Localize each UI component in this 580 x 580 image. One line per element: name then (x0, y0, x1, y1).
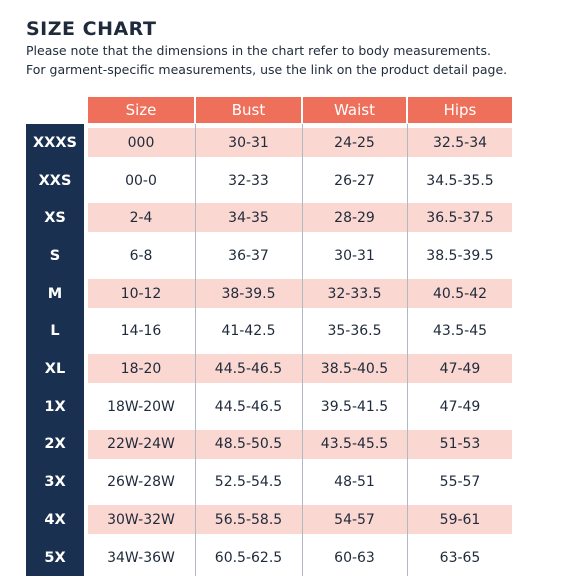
cell-waist: 26-27 (334, 172, 375, 189)
cell-size: 18W-20W (107, 398, 175, 415)
cell-hips: 51-53 (439, 436, 481, 453)
size-label: M (47, 285, 63, 302)
size-label: S (49, 247, 61, 264)
cell-size: 000 (127, 134, 155, 151)
cell-bust: 34-35 (228, 210, 269, 227)
cell-waist: 35-36.5 (327, 323, 382, 340)
cell-size: 34W-36W (107, 549, 175, 566)
row-stripe (88, 505, 512, 534)
page-title: SIZE CHART (26, 18, 157, 40)
size-label: 1X (44, 398, 66, 415)
column-header-hips: Hips (408, 97, 512, 123)
cell-waist: 60-63 (334, 549, 375, 566)
cell-waist: 38.5-40.5 (320, 361, 389, 378)
cell-bust: 30-31 (228, 134, 269, 151)
cell-hips: 47-49 (439, 361, 481, 378)
cell-bust: 38-39.5 (221, 285, 276, 302)
cell-hips: 34.5-35.5 (426, 172, 494, 189)
row-stripe (88, 354, 512, 384)
cell-waist: 32-33.5 (327, 285, 382, 302)
cell-hips: 38.5-39.5 (426, 247, 494, 264)
cell-size: 30W-32W (107, 511, 175, 528)
size-label: 3X (44, 474, 66, 491)
column-divider (407, 124, 408, 576)
cell-hips: 36.5-37.5 (426, 210, 494, 227)
size-label: 4X (44, 511, 66, 528)
cell-bust: 44.5-46.5 (214, 361, 283, 378)
column-divider (302, 124, 303, 576)
size-label-column: XXXS XXS XS S M L XL 1X 2X 3X 4X 5X (26, 124, 84, 576)
cell-waist: 24-25 (334, 134, 375, 151)
size-label: 2X (44, 436, 66, 453)
cell-size: 6-8 (129, 247, 153, 264)
cell-hips: 59-61 (439, 511, 481, 528)
cell-size: 18-20 (120, 361, 162, 378)
cell-bust: 44.5-46.5 (214, 398, 283, 415)
size-label: L (50, 323, 60, 340)
cell-bust: 32-33 (228, 172, 269, 189)
cell-waist: 39.5-41.5 (320, 398, 389, 415)
cell-bust: 48.5-50.5 (214, 436, 283, 453)
size-label: XS (44, 210, 66, 227)
cell-hips: 63-65 (439, 549, 481, 566)
cell-size: 26W-28W (107, 474, 175, 491)
cell-bust: 60.5-62.5 (214, 549, 283, 566)
column-divider (195, 124, 196, 576)
cell-hips: 40.5-42 (432, 285, 488, 302)
note-line-1: Please note that the dimensions in the c… (26, 43, 491, 58)
note-line-2: For garment-specific measurements, use t… (26, 62, 508, 77)
row-stripe (88, 278, 512, 308)
cell-bust: 52.5-54.5 (214, 474, 283, 491)
row-stripe (88, 203, 512, 233)
column-header-size: Size (88, 97, 194, 123)
size-label: XXXS (33, 134, 77, 151)
cell-bust: 56.5-58.5 (214, 511, 283, 528)
column-header-waist: Waist (303, 97, 406, 123)
cell-waist: 43.5-45.5 (320, 436, 389, 453)
cell-hips: 32.5-34 (432, 134, 488, 151)
cell-hips: 43.5-45 (432, 323, 488, 340)
row-stripe (88, 429, 512, 459)
size-label: 5X (44, 549, 66, 566)
column-header-bust: Bust (196, 97, 301, 123)
cell-size: 22W-24W (107, 436, 175, 453)
cell-bust: 41-42.5 (221, 323, 276, 340)
cell-size: 00-0 (125, 172, 157, 189)
size-label: XL (44, 361, 66, 378)
cell-hips: 55-57 (439, 474, 481, 491)
cell-waist: 28-29 (334, 210, 375, 227)
cell-waist: 30-31 (334, 247, 375, 264)
cell-size: 10-12 (120, 285, 162, 302)
cell-bust: 36-37 (228, 247, 269, 264)
cell-waist: 54-57 (334, 511, 375, 528)
cell-waist: 48-51 (334, 474, 375, 491)
cell-hips: 47-49 (439, 398, 481, 415)
size-label: XXS (38, 172, 72, 189)
cell-size: 14-16 (120, 323, 162, 340)
cell-size: 2-4 (129, 210, 153, 227)
row-stripe (88, 128, 512, 157)
